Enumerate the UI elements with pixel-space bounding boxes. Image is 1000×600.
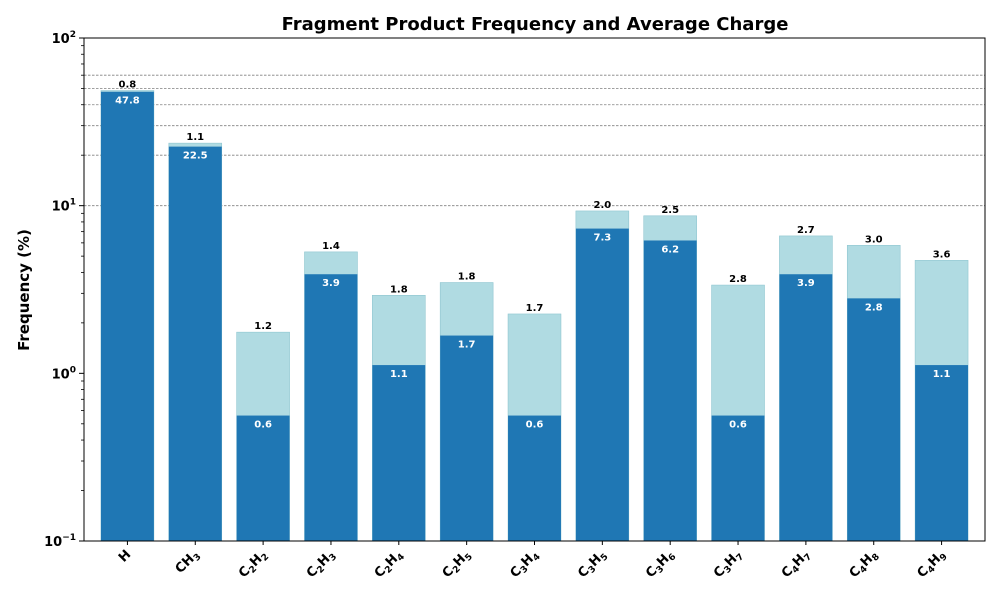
bar-charge-label: 3.0 <box>865 234 883 245</box>
x-tick-label: C2​H4​ <box>372 547 407 582</box>
bar-value-label: 6.2 <box>661 244 679 255</box>
bar-frequency <box>847 298 901 541</box>
x-tick-label: C4​H7​ <box>779 547 814 582</box>
bar-value-label: 47.8 <box>115 96 140 107</box>
bar-charge-label: 1.4 <box>322 241 340 252</box>
bar-value-label: 0.6 <box>729 420 747 431</box>
bars-group <box>100 90 969 542</box>
bar-charge-label: 2.8 <box>729 274 747 285</box>
x-tick-label: H <box>116 547 134 565</box>
plot-frame <box>83 37 986 542</box>
bar-charge-label: 2.0 <box>593 200 611 211</box>
bar-frequency <box>711 415 765 541</box>
x-tick-label: CH3​ <box>173 547 204 578</box>
x-tick-label: C3​H5​ <box>575 547 610 582</box>
bar-value-label: 0.6 <box>254 420 272 431</box>
bar-charge-label: 1.7 <box>526 303 544 314</box>
y-tick-label: 101 <box>52 198 76 215</box>
bar-value-label: 2.8 <box>865 302 883 313</box>
bar-frequency <box>236 415 290 541</box>
x-tick-label: C3​H6​ <box>643 547 678 582</box>
bar-frequency <box>440 335 494 541</box>
grid-lines <box>84 74 985 207</box>
x-tick-label: C2​H3​ <box>304 547 339 582</box>
x-tick-label: C4​H9​ <box>914 547 949 582</box>
chart-title: Fragment Product Frequency and Average C… <box>282 14 789 35</box>
bar-value-label: 1.1 <box>390 369 408 380</box>
bar-charge-label: 1.2 <box>254 321 272 332</box>
y-tick-label: 102 <box>52 30 76 47</box>
x-tick-label: C2​H2​ <box>236 547 271 582</box>
bar-charge-label: 1.8 <box>390 284 408 295</box>
bar-frequency <box>779 274 833 541</box>
bar-frequency <box>915 365 969 541</box>
y-tick-label: 100 <box>52 365 76 382</box>
bar-value-label: 1.1 <box>933 369 951 380</box>
bar-value-label: 3.9 <box>322 278 340 289</box>
x-tick-label: C3​H7​ <box>711 547 746 582</box>
x-tick-label: C3​H4​ <box>507 547 542 582</box>
bar-charge-label: 1.8 <box>458 272 476 283</box>
x-tick-label: C2​H5​ <box>440 547 475 582</box>
bar-charge-label: 2.7 <box>797 225 815 236</box>
bar-charge-label: 3.6 <box>933 249 951 260</box>
bar-value-label: 0.6 <box>526 420 544 431</box>
y-tick-label: 10−1 <box>44 533 76 550</box>
x-tick-label: C4​H8​ <box>847 547 882 582</box>
bar-frequency <box>168 146 222 541</box>
bar-labels-group: 47.8 0.8 22.5 1.1 0.6 1.2 3.9 1.4 1.1 1.8 1.7 1.8 0.… <box>115 80 950 431</box>
bar-charge-label: 2.5 <box>661 205 679 216</box>
bar-charge-label: 1.1 <box>186 132 204 143</box>
bar-frequency <box>372 365 426 541</box>
y-axis-label: Frequency (%) <box>15 229 33 351</box>
bar-frequency <box>100 91 154 541</box>
bar-frequency <box>304 274 358 541</box>
bar-charge-label: 0.8 <box>119 80 137 91</box>
bar-frequency <box>508 415 561 541</box>
bar-frequency <box>643 240 697 542</box>
axes-group: H CH3​ C2​H2​ C2​H3​ C2​H4​ C2​H5​ C3​H4​ C3​H5… <box>44 30 986 582</box>
bar-value-label: 1.7 <box>458 340 476 351</box>
bar-value-label: 3.9 <box>797 278 815 289</box>
bar-value-label: 22.5 <box>183 151 208 162</box>
bar-value-label: 7.3 <box>593 233 611 244</box>
bar-frequency <box>575 228 629 541</box>
